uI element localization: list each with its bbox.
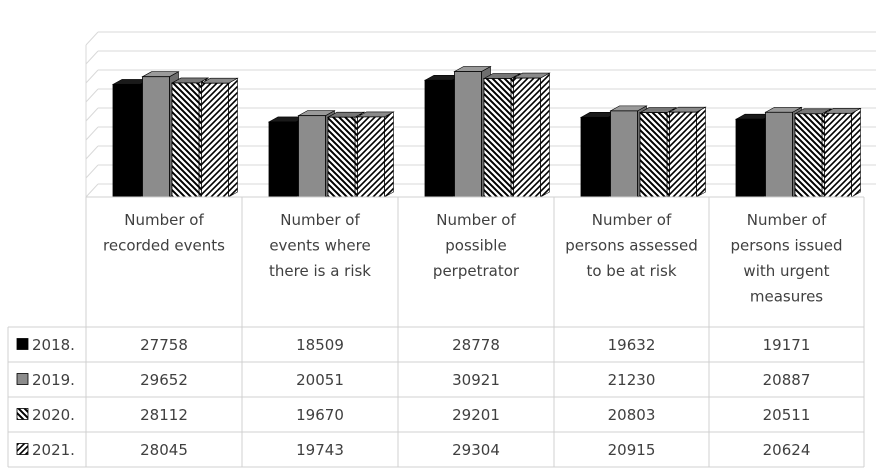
tick-label: Number of events where there is a risk [269, 211, 371, 280]
bar [298, 115, 326, 198]
bar [454, 71, 482, 198]
tick-label: Number of possible perpetrator [433, 211, 520, 280]
data-label: 20511 [763, 406, 811, 424]
data-label: 29304 [452, 441, 500, 459]
legend-key [16, 408, 29, 420]
bar [327, 116, 356, 198]
gridline-side [85, 164, 99, 179]
bar [735, 118, 764, 198]
data-label: 28778 [452, 336, 500, 354]
bar [669, 111, 697, 198]
bars [111, 66, 862, 198]
bar [201, 82, 229, 198]
data-label: 19632 [608, 336, 656, 354]
bar [142, 76, 170, 198]
bar [824, 112, 852, 198]
legend-label: 2021. [32, 441, 75, 459]
bar [171, 82, 200, 198]
bar [513, 77, 541, 198]
data-label: 29652 [140, 371, 188, 389]
data-label: 27758 [140, 336, 188, 354]
bar-side [384, 111, 394, 198]
legend-key [16, 443, 29, 455]
gridline-side [85, 50, 99, 65]
bar [794, 113, 823, 198]
bar [610, 110, 638, 198]
data-label: 20803 [608, 406, 656, 424]
data-label: 20051 [296, 371, 344, 389]
bar [112, 83, 141, 198]
gridline-side [85, 126, 99, 141]
data-label: 30921 [452, 371, 500, 389]
bar-side [851, 107, 861, 198]
legend-key [16, 338, 29, 350]
bar-side [540, 72, 550, 198]
bar [268, 121, 297, 198]
tick-label: Number of persons assessed to be at risk [565, 211, 697, 280]
gridline-side [85, 183, 99, 198]
data-label: 20887 [763, 371, 811, 389]
data-label: 19743 [296, 441, 344, 459]
legend-key [16, 373, 29, 385]
data-label: 29201 [452, 406, 500, 424]
tick-label: Number of persons issued with urgent measur… [730, 211, 842, 306]
bar [483, 78, 512, 198]
data-label: 28112 [140, 406, 188, 424]
bar-side [228, 77, 238, 198]
legend-label: 2018. [32, 336, 75, 354]
data-table: Number of recorded events Number of events … [7, 196, 865, 468]
gridline-side [85, 31, 99, 46]
bar [639, 112, 668, 198]
tick-label: Number of recorded events [103, 211, 225, 255]
data-label: 20624 [763, 441, 811, 459]
gridline-side [85, 107, 99, 122]
bar [580, 116, 609, 198]
data-label: 20915 [608, 441, 656, 459]
bar [765, 111, 793, 198]
bar [357, 116, 385, 198]
bar [424, 79, 453, 198]
gridline-side [85, 69, 99, 84]
data-label: 21230 [608, 371, 656, 389]
data-label: 19670 [296, 406, 344, 424]
legend-label: 2020. [32, 406, 75, 424]
gridline-side [85, 88, 99, 103]
data-label: 28045 [140, 441, 188, 459]
data-label: 19171 [763, 336, 811, 354]
bar-side [696, 106, 706, 198]
legend-label: 2019. [32, 371, 75, 389]
data-label: 18509 [296, 336, 344, 354]
gridline-side [85, 145, 99, 160]
